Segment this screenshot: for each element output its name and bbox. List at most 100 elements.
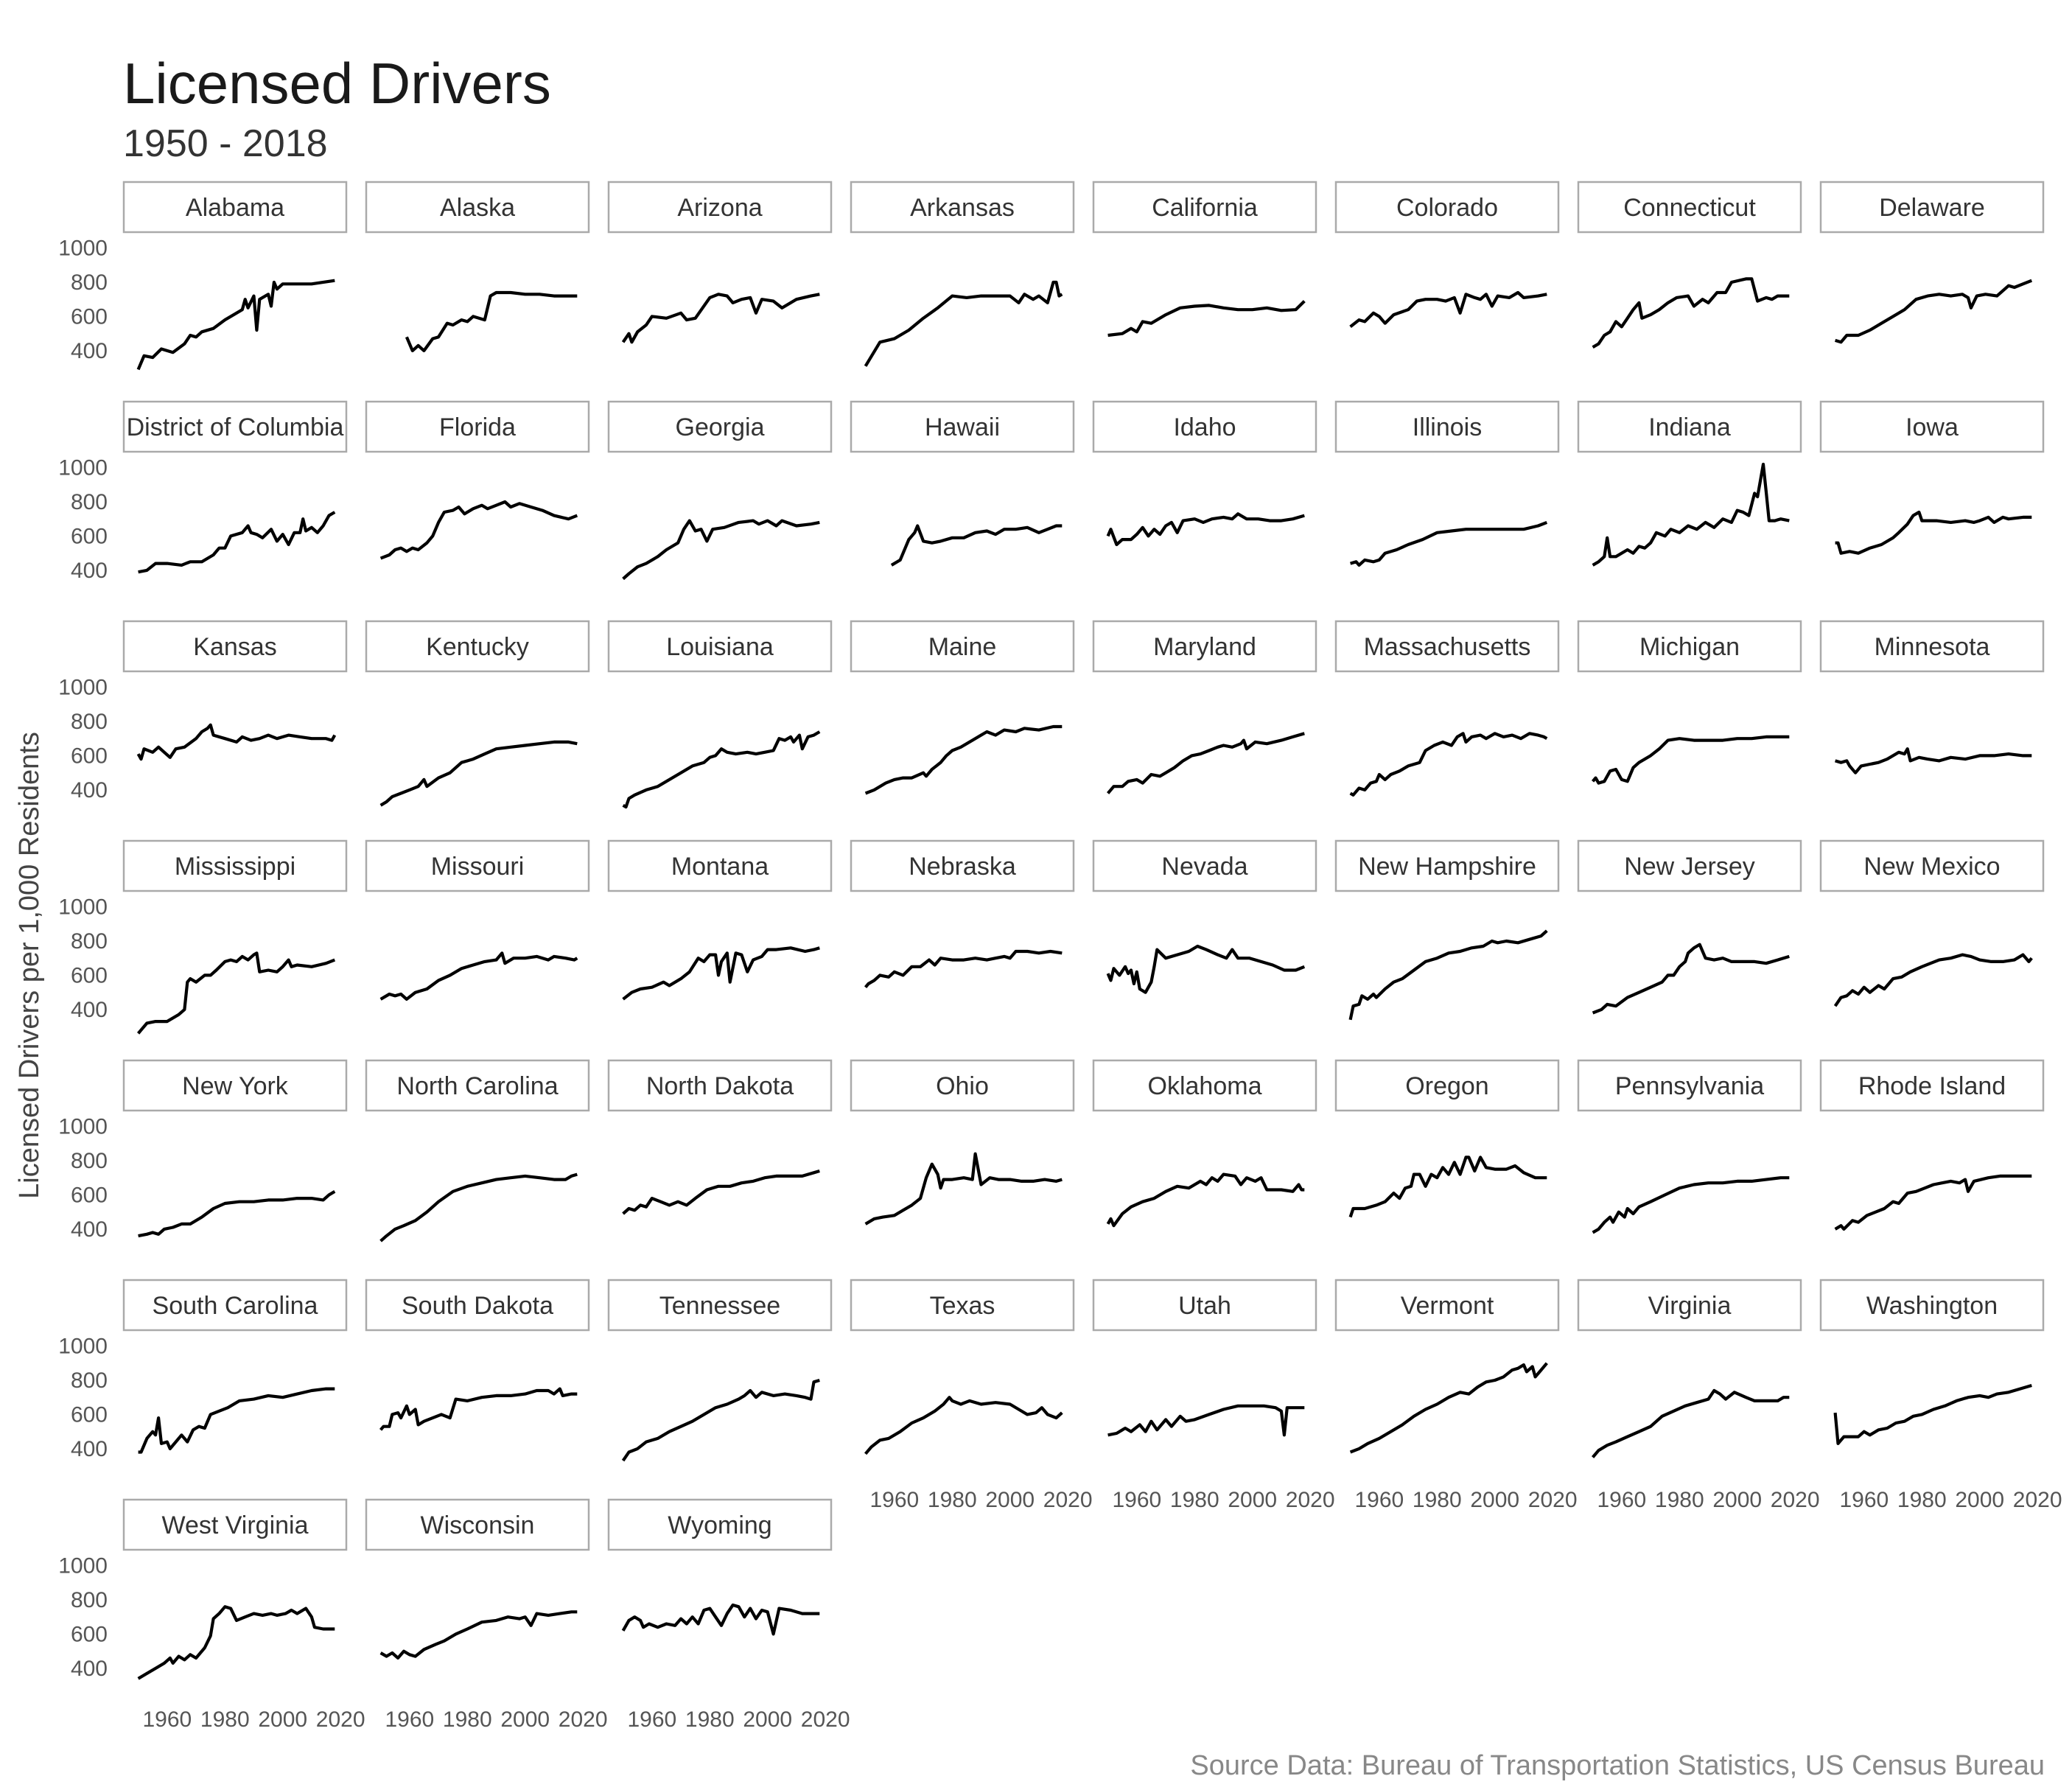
facet-strip [850, 1279, 1075, 1332]
facet-label: Washington [1866, 1292, 1998, 1320]
facet-strip [1577, 181, 1802, 234]
series-line [137, 1605, 335, 1680]
facet-panel: Arkansas [850, 181, 1075, 367]
facet-panel: Virginia 1960 1980 2000 2020 [1577, 1279, 1820, 1512]
facet-label: North Carolina [396, 1072, 558, 1100]
series-line [405, 290, 578, 352]
y-tick-label: 800 [71, 1149, 108, 1173]
facet-grid: Alabama 400 600 800 1000 Alaska Arizona Arkansa… [58, 181, 2062, 1732]
x-tick-label: 1960 [869, 1488, 919, 1512]
series-line [1591, 735, 1790, 785]
series-line [1106, 944, 1306, 994]
x-tick-label: 1980 [1170, 1488, 1219, 1512]
series-line [1107, 1404, 1305, 1437]
x-tick-label: 1960 [1112, 1488, 1161, 1512]
facet-label: Michigan [1639, 633, 1740, 661]
facet-strip [1092, 400, 1317, 453]
facet-label: Montana [671, 853, 769, 881]
facet-label: Minnesota [1875, 633, 1990, 661]
x-tick-label: 2000 [258, 1707, 307, 1732]
x-tick-label: 2020 [1528, 1488, 1578, 1512]
series-line [1835, 510, 2032, 555]
facet-strip [850, 839, 1075, 892]
facet-strip [850, 400, 1075, 453]
series-line [622, 946, 820, 1001]
y-tick-label: 400 [71, 998, 108, 1022]
facet-label: Florida [439, 413, 516, 441]
facet-panel: Kentucky [365, 620, 590, 807]
series-line [1834, 279, 2033, 344]
series-line [379, 500, 578, 560]
facet-panel: Nevada [1092, 839, 1317, 994]
y-tick-label: 400 [71, 1657, 108, 1681]
facet-panel: Connecticut [1577, 181, 1802, 349]
y-tick-label: 1000 [58, 676, 108, 700]
x-tick-label: 2000 [743, 1707, 792, 1732]
x-tick-label: 2020 [559, 1707, 608, 1732]
facet-panel: Tennessee [607, 1279, 833, 1462]
facet-strip [607, 1059, 833, 1112]
x-tick-label: 2000 [1228, 1488, 1277, 1512]
facet-panel: Nebraska [850, 839, 1075, 989]
x-tick-label: 2000 [1955, 1488, 2004, 1512]
facet-strip [1334, 1279, 1560, 1332]
y-tick-label: 400 [71, 1437, 108, 1461]
x-tick-label: 2000 [500, 1707, 550, 1732]
facet-label: Colorado [1396, 194, 1498, 222]
facet-panel: South Carolina 400 600 800 1000 [58, 1279, 348, 1461]
facet-strip [365, 181, 590, 234]
facet-label: Georgia [676, 413, 765, 441]
facet-panel: Montana [607, 839, 833, 1001]
series-line [379, 951, 578, 1001]
series-line [622, 1169, 820, 1215]
facet-strip [1092, 181, 1317, 234]
facet-panel: Utah 1960 1980 2000 2020 [1092, 1279, 1335, 1512]
y-tick-label: 1000 [58, 237, 108, 261]
y-tick-label: 1000 [58, 1554, 108, 1579]
y-tick-label: 800 [71, 1368, 108, 1393]
facet-label: Rhode Island [1858, 1072, 2006, 1100]
x-tick-label: 1980 [685, 1707, 735, 1732]
y-tick-label: 1000 [58, 456, 108, 480]
facet-panel: Louisiana [607, 620, 833, 809]
facet-label: Indiana [1648, 413, 1731, 441]
y-tick-label: 400 [71, 339, 108, 363]
facet-strip [122, 181, 348, 234]
facet-strip [1819, 1279, 2045, 1332]
facet-label: Texas [930, 1292, 995, 1320]
facet-panel: Idaho [1092, 400, 1317, 547]
series-line [864, 724, 1063, 795]
facet-label: Arizona [677, 194, 762, 222]
facet-label: Maine [928, 633, 997, 661]
series-line [136, 723, 337, 761]
x-tick-label: 1980 [1897, 1488, 1947, 1512]
facet-panel: Alaska [365, 181, 590, 352]
y-tick-label: 600 [71, 1402, 108, 1427]
facet-strip [1092, 620, 1317, 673]
series-line [890, 524, 1063, 567]
facet-strip [1334, 181, 1560, 234]
facet-strip [1577, 1059, 1802, 1112]
series-line [864, 280, 1063, 367]
x-tick-label: 2000 [985, 1488, 1035, 1512]
facet-label: West Virginia [161, 1511, 308, 1539]
facet-panel: Illinois [1334, 400, 1560, 567]
facet-panel: North Dakota [607, 1059, 833, 1215]
facet-label: Alaska [440, 194, 515, 222]
y-tick-label: 400 [71, 1217, 108, 1242]
facet-label: Idaho [1173, 413, 1236, 441]
x-tick-label: 1980 [443, 1707, 492, 1732]
facet-label: Missouri [431, 853, 525, 881]
facet-strip [1577, 400, 1802, 453]
series-line [379, 740, 578, 807]
series-line [1348, 929, 1548, 1021]
series-line [1107, 300, 1306, 338]
series-line [138, 1387, 335, 1454]
y-tick-label: 1000 [58, 1115, 108, 1139]
series-line [136, 951, 336, 1035]
series-line [1350, 520, 1548, 567]
facet-panel: Oklahoma [1092, 1059, 1317, 1228]
facet-panel: North Carolina [365, 1059, 590, 1242]
chart-subtitle: 1950 - 2018 [123, 122, 328, 165]
facet-label: Alabama [186, 194, 284, 222]
